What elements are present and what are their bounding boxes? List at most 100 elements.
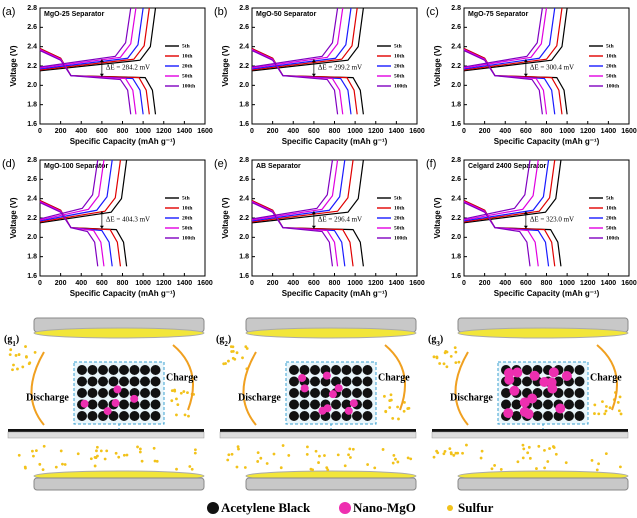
sulfur-dot [25, 355, 28, 359]
sulfur-dot [33, 350, 37, 354]
carbon-ball [574, 399, 585, 410]
y-tick-label: 2.6 [239, 24, 249, 31]
legend-label: Sulfur [458, 500, 494, 515]
separator-base [7, 431, 205, 439]
sulfur-dot [226, 458, 230, 462]
panel-label-part: 3 [436, 340, 440, 348]
x-tick-label: 200 [267, 128, 279, 135]
carbon-ball [119, 376, 129, 387]
x-tick-label: 800 [329, 128, 341, 135]
arrow-head [523, 225, 528, 229]
sulfur-dot [406, 456, 410, 460]
charge-arrow [596, 344, 618, 411]
sulfur-dot [93, 464, 97, 468]
legend-marker [207, 502, 219, 514]
arrow-head [311, 211, 316, 215]
sulfur-dot [493, 464, 497, 467]
sulfur-dot [125, 453, 129, 457]
sulfur-dot [105, 449, 109, 453]
carbon-ball [289, 399, 299, 410]
carbon-ball [352, 388, 362, 398]
carbon-ball [352, 376, 362, 387]
sulfur-dot [230, 350, 234, 353]
mgo-ball [334, 384, 343, 393]
sulfur-dot [347, 453, 350, 457]
carbon-ball [119, 365, 129, 375]
x-tick-label: 1200 [580, 280, 596, 287]
carbon-ball [289, 376, 299, 387]
arrow-head [311, 73, 316, 77]
sulfur-dot [187, 414, 190, 418]
series-line [251, 159, 354, 267]
sulfur-dot [235, 465, 239, 469]
charge-arrow [384, 344, 406, 411]
sulfur-dot [396, 405, 399, 409]
sulfur-dot [272, 452, 276, 456]
sulfur-dot [231, 345, 235, 349]
top-disc-face [457, 327, 629, 339]
series-line [251, 7, 344, 115]
carbon-ball [331, 365, 341, 375]
sulfur-dot [391, 416, 395, 420]
carbon-ball [77, 411, 87, 421]
mgo-ball [523, 408, 534, 419]
sulfur-dot [140, 459, 144, 463]
carbon-ball [98, 399, 108, 410]
sulfur-dot [453, 346, 457, 350]
sulfur-dot [237, 447, 240, 451]
y-tick-label: 2.2 [27, 63, 37, 70]
sulfur-dot [173, 388, 177, 392]
sulfur-dot [279, 466, 283, 470]
sulfur-dot [152, 446, 156, 450]
sulfur-dot [457, 360, 461, 364]
carbon-ball [331, 376, 341, 387]
carbon-ball [150, 399, 161, 410]
y-tick-label: 2.8 [27, 157, 37, 164]
separator [8, 429, 204, 432]
carbon-ball [564, 399, 574, 410]
sulfur-dot [521, 456, 525, 460]
sulfur-dot [175, 397, 178, 401]
series-line [463, 7, 563, 115]
carbon-ball [532, 411, 543, 421]
series-line [39, 159, 99, 267]
mgo-ball [80, 399, 89, 408]
x-axis-title: Specific Capacity (mAh g⁻¹) [282, 289, 388, 298]
legend-label: 10th [182, 205, 192, 211]
chart-title: Celgard 2400 Separator [468, 163, 546, 170]
legend-label: 100th [394, 83, 407, 89]
y-tick-label: 2.4 [451, 44, 461, 51]
arrow-head [523, 59, 528, 63]
x-tick-label: 200 [267, 280, 279, 287]
x-tick-label: 600 [308, 280, 320, 287]
x-tick-label: 1000 [559, 128, 575, 135]
series-line [39, 159, 122, 267]
sulfur-dot [114, 451, 118, 455]
panel-label: (e) [214, 158, 227, 170]
sulfur-dot [448, 447, 452, 450]
mgo-ball [519, 397, 530, 408]
x-tick-label: 1000 [135, 128, 151, 135]
y-tick-label: 2.2 [451, 215, 461, 222]
legend-label: 5th [394, 195, 402, 201]
mgo-ball [344, 406, 353, 415]
sulfur-dot [63, 463, 67, 466]
x-tick-label: 1400 [177, 128, 193, 135]
mgo-ball [548, 367, 559, 378]
y-tick-label: 2.6 [239, 176, 249, 183]
y-tick-label: 1.8 [451, 102, 461, 109]
sulfur-dot [17, 453, 21, 457]
sulfur-dot [236, 445, 240, 449]
legend-label: 50th [394, 225, 404, 231]
discharge-label: Discharge [26, 392, 69, 403]
separator [432, 429, 628, 432]
x-tick-label: 0 [250, 280, 254, 287]
x-tick-label: 200 [55, 280, 67, 287]
carbon-ball [310, 365, 320, 375]
sulfur-dot [537, 444, 541, 448]
x-tick-label: 200 [479, 280, 491, 287]
sulfur-dot [176, 403, 180, 407]
carbon-ball [87, 411, 98, 421]
legend-label: 5th [182, 195, 190, 201]
